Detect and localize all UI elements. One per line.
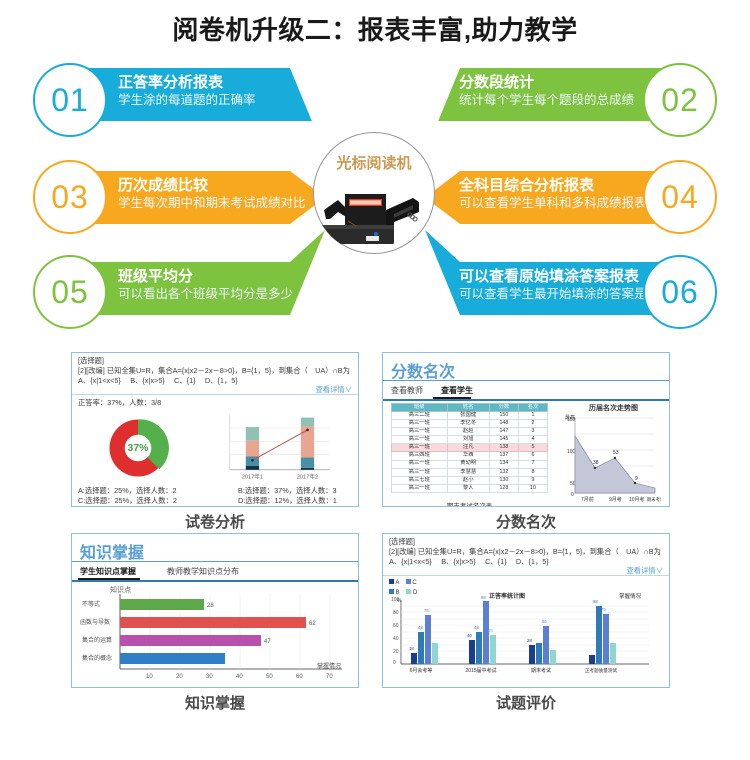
svg-text:45: 45 [488,628,493,633]
svg-text:38: 38 [593,460,599,466]
svg-text:20: 20 [393,649,399,655]
svg-text:20: 20 [176,674,183,680]
svg-text:2015届中考试: 2015届中考试 [465,667,496,674]
svg-text:62: 62 [309,621,316,627]
svg-text:集合的运算: 集合的运算 [82,636,112,644]
svg-text:28: 28 [527,638,532,643]
svg-text:48: 48 [474,625,479,630]
svg-text:18: 18 [409,646,414,651]
svg-text:75: 75 [424,608,429,613]
svg-text:40: 40 [467,633,472,638]
svg-text:2017年2: 2017年2 [297,472,319,480]
svg-text:0: 0 [571,492,574,498]
svg-text:75: 75 [601,607,606,612]
svg-text:100: 100 [391,597,400,603]
svg-text:48: 48 [418,625,423,630]
svg-text:56: 56 [542,619,547,624]
svg-text:6月会考等: 6月会考等 [410,667,433,674]
svg-text:40: 40 [393,636,399,642]
svg-text:35: 35 [228,657,235,663]
svg-text:53: 53 [613,450,619,456]
svg-text:60: 60 [296,674,303,680]
svg-text:期末考试: 期末考试 [531,667,551,674]
svg-text:不等式: 不等式 [82,600,100,608]
svg-text:10月考: 10月考 [629,497,645,503]
svg-text:100: 100 [567,449,576,455]
svg-text:期末考试: 期末考试 [647,496,661,503]
svg-text:0: 0 [393,660,396,666]
svg-text:集合的概念: 集合的概念 [82,654,112,662]
svg-text:9: 9 [635,476,638,482]
svg-text:2017年1: 2017年1 [242,472,264,480]
svg-text:掌握情况: 掌握情况 [619,592,642,600]
svg-text:9月考: 9月考 [609,497,622,503]
svg-text:40: 40 [236,674,243,680]
svg-text:80: 80 [393,610,399,616]
svg-text:掌握情况: 掌握情况 [317,662,341,670]
svg-text:47: 47 [264,639,271,645]
svg-text:正考题质量测试: 正考题质量测试 [585,667,618,674]
svg-text:30: 30 [206,674,213,680]
svg-text:正答率统计图: 正答率统计图 [489,592,525,600]
svg-text:150: 150 [567,417,576,423]
svg-text:98: 98 [481,595,486,600]
svg-text:60: 60 [393,623,399,629]
svg-text:50: 50 [266,674,273,680]
svg-text:知识点: 知识点 [110,585,131,594]
svg-text:37%: 37% [128,443,149,454]
svg-text:88: 88 [593,599,598,604]
svg-text:28: 28 [207,603,214,609]
svg-text:70: 70 [326,674,333,680]
svg-text:函数与导数: 函数与导数 [80,618,110,626]
svg-text:7月前: 7月前 [581,496,594,503]
svg-text:10: 10 [146,674,153,680]
